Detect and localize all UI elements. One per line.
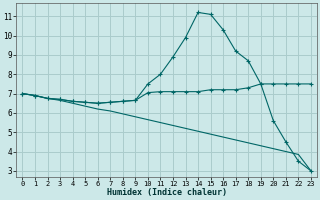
X-axis label: Humidex (Indice chaleur): Humidex (Indice chaleur) — [107, 188, 227, 197]
